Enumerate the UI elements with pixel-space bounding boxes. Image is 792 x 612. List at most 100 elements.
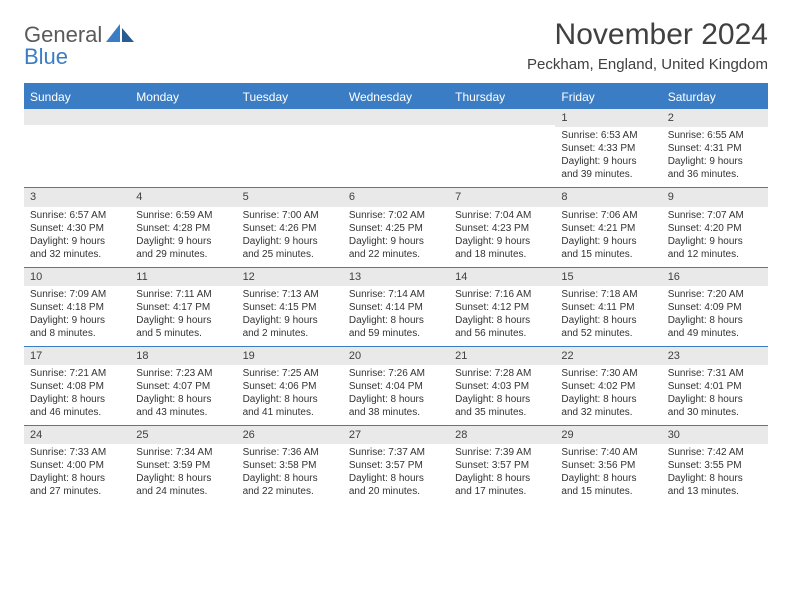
daylight-line: and 32 minutes. — [561, 406, 655, 419]
calendar-cell: 20Sunrise: 7:26 AMSunset: 4:04 PMDayligh… — [343, 346, 449, 425]
calendar-cell — [24, 109, 130, 188]
day-number: 29 — [555, 426, 661, 444]
sunset-line: Sunset: 3:57 PM — [349, 459, 443, 472]
sunset-line: Sunset: 4:20 PM — [668, 222, 762, 235]
daylight-line: Daylight: 9 hours — [668, 155, 762, 168]
calendar-cell: 29Sunrise: 7:40 AMSunset: 3:56 PMDayligh… — [555, 426, 661, 505]
daylight-line: Daylight: 8 hours — [243, 472, 337, 485]
sunset-line: Sunset: 4:26 PM — [243, 222, 337, 235]
calendar-cell: 24 Sunrise: 7:33 AMSunset: 4:00 PMDayligh… — [24, 426, 130, 505]
cell-body: Sunrise: 7:16 AMSunset: 4:12 PMDaylight:… — [449, 288, 555, 340]
calendar-cell: 21Sunrise: 7:28 AMSunset: 4:03 PMDayligh… — [449, 346, 555, 425]
sunset-line: Sunset: 4:28 PM — [136, 222, 230, 235]
calendar-cell: 19Sunrise: 7:25 AMSunset: 4:06 PMDayligh… — [237, 346, 343, 425]
daylight-line: Daylight: 9 hours — [561, 235, 655, 248]
cell-body: Sunrise: 7:09 AMSunset: 4:18 PMDaylight:… — [24, 288, 130, 340]
calendar-cell: 12Sunrise: 7:13 AMSunset: 4:15 PMDayligh… — [237, 267, 343, 346]
month-title: November 2024 — [527, 18, 768, 52]
sunrise-line: Sunrise: 7:30 AM — [561, 367, 655, 380]
day-header: Friday — [555, 84, 661, 109]
day-number: 21 — [449, 347, 555, 365]
sunrise-line: Sunrise: 7:11 AM — [136, 288, 230, 301]
daylight-line: and 17 minutes. — [455, 485, 549, 498]
sunrise-line: Sunrise: 7:37 AM — [349, 446, 443, 459]
day-number — [130, 109, 236, 125]
calendar-cell: 8Sunrise: 7:06 AMSunset: 4:21 PMDaylight… — [555, 188, 661, 267]
calendar-cell: 2Sunrise: 6:55 AMSunset: 4:31 PMDaylight… — [662, 109, 768, 188]
sunrise-line: Sunrise: 6:55 AM — [668, 129, 762, 142]
sunset-line: Sunset: 4:09 PM — [668, 301, 762, 314]
calendar-cell: 23Sunrise: 7:31 AMSunset: 4:01 PMDayligh… — [662, 346, 768, 425]
sunset-line: Sunset: 4:25 PM — [349, 222, 443, 235]
sunrise-line: Sunrise: 7:28 AM — [455, 367, 549, 380]
daylight-line: Daylight: 9 hours — [349, 235, 443, 248]
cell-body: Sunrise: 7:25 AMSunset: 4:06 PMDaylight:… — [237, 367, 343, 419]
daylight-line: Daylight: 9 hours — [455, 235, 549, 248]
daylight-line: Daylight: 8 hours — [349, 314, 443, 327]
calendar-week: 10Sunrise: 7:09 AMSunset: 4:18 PMDayligh… — [24, 267, 768, 346]
cell-body: Sunrise: 7:33 AMSunset: 4:00 PMDaylight:… — [24, 446, 130, 498]
logo: General Blue — [24, 18, 134, 68]
day-number: 4 — [130, 188, 236, 206]
cell-body: Sunrise: 7:04 AMSunset: 4:23 PMDaylight:… — [449, 209, 555, 261]
calendar-cell: 1Sunrise: 6:53 AMSunset: 4:33 PMDaylight… — [555, 109, 661, 188]
daylight-line: Daylight: 9 hours — [668, 235, 762, 248]
daylight-line: Daylight: 9 hours — [136, 235, 230, 248]
cell-body: Sunrise: 7:21 AMSunset: 4:08 PMDaylight:… — [24, 367, 130, 419]
daylight-line: and 32 minutes. — [30, 248, 124, 261]
cell-body: Sunrise: 6:55 AMSunset: 4:31 PMDaylight:… — [662, 129, 768, 181]
location-label: Peckham, England, United Kingdom — [527, 56, 768, 73]
day-header: Saturday — [662, 84, 768, 109]
daylight-line: and 49 minutes. — [668, 327, 762, 340]
day-header: Wednesday — [343, 84, 449, 109]
daylight-line: and 18 minutes. — [455, 248, 549, 261]
calendar-cell: 14 Sunrise: 7:16 AMSunset: 4:12 PMDayligh… — [449, 267, 555, 346]
calendar-cell: 13Sunrise: 7:14 AMSunset: 4:14 PMDayligh… — [343, 267, 449, 346]
calendar-cell: 25Sunrise: 7:34 AMSunset: 3:59 PMDayligh… — [130, 426, 236, 505]
day-number: 24 — [24, 426, 130, 444]
calendar-cell: 3Sunrise: 6:57 AMSunset: 4:30 PMDaylight… — [24, 188, 130, 267]
daylight-line: Daylight: 9 hours — [243, 235, 337, 248]
day-number: 8 — [555, 188, 661, 206]
sunset-line: Sunset: 4:08 PM — [30, 380, 124, 393]
day-number: 5 — [237, 188, 343, 206]
sunset-line: Sunset: 3:57 PM — [455, 459, 549, 472]
sunrise-line: Sunrise: 7:02 AM — [349, 209, 443, 222]
calendar-cell: 6Sunrise: 7:02 AMSunset: 4:25 PMDaylight… — [343, 188, 449, 267]
cell-body: Sunrise: 7:00 AMSunset: 4:26 PMDaylight:… — [237, 209, 343, 261]
daylight-line: Daylight: 9 hours — [243, 314, 337, 327]
daylight-line: and 15 minutes. — [561, 485, 655, 498]
sunset-line: Sunset: 4:23 PM — [455, 222, 549, 235]
sunrise-line: Sunrise: 7:39 AM — [455, 446, 549, 459]
sunset-line: Sunset: 3:58 PM — [243, 459, 337, 472]
sunrise-line: Sunrise: 6:59 AM — [136, 209, 230, 222]
sunrise-line: Sunrise: 7:23 AM — [136, 367, 230, 380]
daylight-line: and 13 minutes. — [668, 485, 762, 498]
sunrise-line: Sunrise: 7:25 AM — [243, 367, 337, 380]
calendar-cell: 9Sunrise: 7:07 AMSunset: 4:20 PMDaylight… — [662, 188, 768, 267]
sunrise-line: Sunrise: 7:40 AM — [561, 446, 655, 459]
daylight-line: Daylight: 8 hours — [349, 472, 443, 485]
day-number: 13 — [343, 268, 449, 286]
daylight-line: Daylight: 8 hours — [668, 472, 762, 485]
cell-body: Sunrise: 7:07 AMSunset: 4:20 PMDaylight:… — [662, 209, 768, 261]
daylight-line: and 2 minutes. — [243, 327, 337, 340]
daylight-line: and 5 minutes. — [136, 327, 230, 340]
day-header: Sunday — [24, 84, 130, 109]
cell-body: Sunrise: 7:23 AMSunset: 4:07 PMDaylight:… — [130, 367, 236, 419]
daylight-line: Daylight: 8 hours — [455, 393, 549, 406]
calendar-cell: 16Sunrise: 7:20 AMSunset: 4:09 PMDayligh… — [662, 267, 768, 346]
calendar-cell: 22Sunrise: 7:30 AMSunset: 4:02 PMDayligh… — [555, 346, 661, 425]
daylight-line: and 41 minutes. — [243, 406, 337, 419]
day-number — [24, 109, 130, 125]
logo-line2: Blue — [24, 46, 102, 68]
calendar-cell: 7Sunrise: 7:04 AMSunset: 4:23 PMDaylight… — [449, 188, 555, 267]
sunrise-line: Sunrise: 7:00 AM — [243, 209, 337, 222]
day-number: 27 — [343, 426, 449, 444]
day-number — [237, 109, 343, 125]
cell-body: Sunrise: 7:30 AMSunset: 4:02 PMDaylight:… — [555, 367, 661, 419]
header: General Blue November 2024 Peckham, Engl… — [24, 18, 768, 73]
daylight-line: Daylight: 8 hours — [136, 393, 230, 406]
day-number: 14 — [449, 268, 555, 286]
cell-body: Sunrise: 7:39 AMSunset: 3:57 PMDaylight:… — [449, 446, 555, 498]
